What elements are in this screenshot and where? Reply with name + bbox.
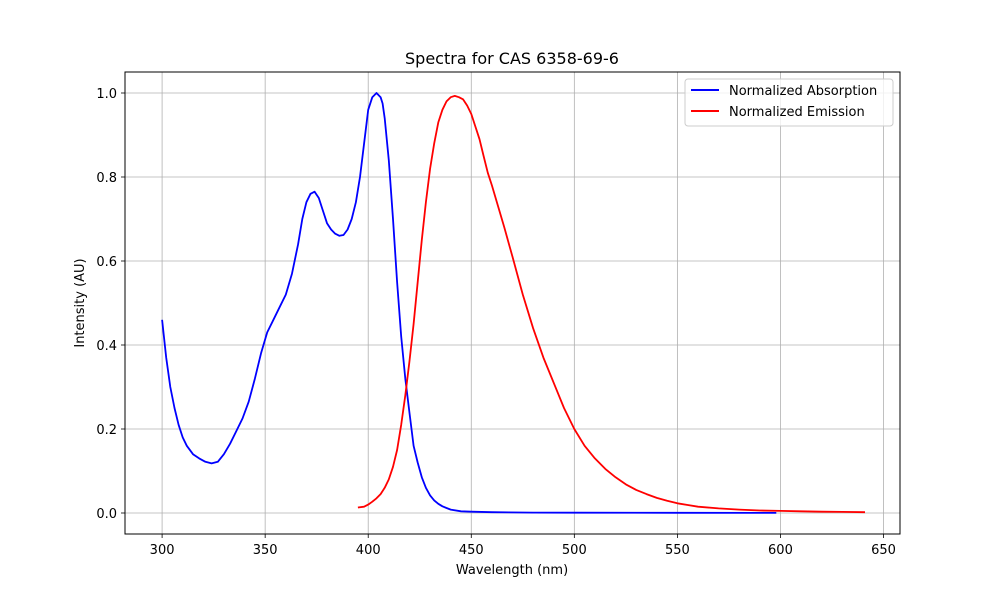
x-tick-label: 500 xyxy=(562,543,587,558)
x-tick-label: 300 xyxy=(150,543,175,558)
legend: Normalized Absorption Normalized Emissio… xyxy=(684,78,894,127)
x-tick-label: 350 xyxy=(253,543,278,558)
chart-title: Spectra for CAS 6358-69-6 xyxy=(405,49,619,68)
x-tick-label: 400 xyxy=(356,543,381,558)
emission-line xyxy=(357,95,866,514)
legend-label-emission: Normalized Emission xyxy=(729,105,865,120)
grid xyxy=(125,72,900,534)
series-lines xyxy=(161,92,866,514)
absorption-line xyxy=(161,92,777,514)
y-tick-label: 1.0 xyxy=(96,87,117,102)
x-tick-label: 650 xyxy=(871,543,896,558)
plot-frame xyxy=(124,71,901,535)
x-tick-label: 550 xyxy=(665,543,690,558)
legend-box xyxy=(684,78,894,127)
x-tick-label: 450 xyxy=(459,543,484,558)
y-tick-label: 0.8 xyxy=(96,171,117,186)
y-tick-label: 0.2 xyxy=(96,423,117,438)
y-axis-label: Intensity (AU) xyxy=(73,258,88,347)
y-tick-label: 0.0 xyxy=(96,507,117,522)
x-axis-label: Wavelength (nm) xyxy=(456,563,568,578)
x-tick-label: 600 xyxy=(768,543,793,558)
legend-label-absorption: Normalized Absorption xyxy=(729,84,877,99)
ticks: 300 350 400 450 500 550 600 650 0.0 0.2 0.4 0.6 0.8 1… xyxy=(96,87,896,558)
y-tick-label: 0.6 xyxy=(96,255,117,270)
y-tick-label: 0.4 xyxy=(96,339,117,354)
